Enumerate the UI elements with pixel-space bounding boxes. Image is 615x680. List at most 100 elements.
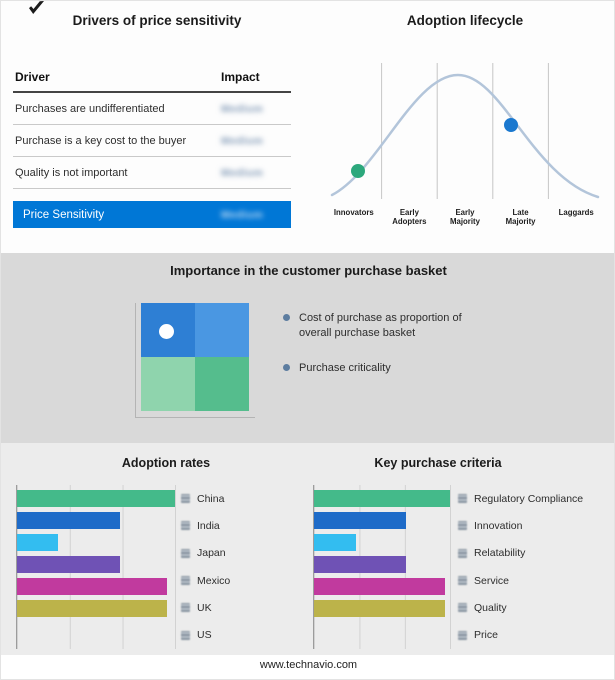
impact-value-redacted: Medium xyxy=(221,166,264,179)
bar-japan xyxy=(17,534,59,551)
bar-price xyxy=(314,600,445,617)
bar-row xyxy=(17,534,175,551)
stage-label: Innovators xyxy=(333,208,374,217)
website-link[interactable]: www.technavio.com xyxy=(259,659,358,671)
bar-row xyxy=(314,600,450,617)
impact-value-redacted: Medium xyxy=(221,208,264,221)
adoption-lifecycle-chart xyxy=(330,63,600,199)
early-stage-marker-dot xyxy=(351,164,365,178)
bullet-icon xyxy=(283,314,290,321)
quadrant-y-axis xyxy=(135,303,136,418)
key-purchase-criteria-plot xyxy=(313,485,451,649)
legend-marker-icon xyxy=(181,576,190,586)
adoption-rates-legend: China India Japan Mexico UK US xyxy=(181,485,230,649)
quadrant-x-axis xyxy=(135,417,255,418)
legend-marker-icon xyxy=(458,494,467,504)
impact-value-redacted: Medium xyxy=(221,102,264,115)
bar-regulatory-compliance xyxy=(314,490,450,507)
legend-label: India xyxy=(197,519,220,532)
legend-marker-icon xyxy=(458,521,467,531)
quadrant-top-right xyxy=(195,303,249,357)
legend-marker-icon xyxy=(458,576,467,586)
basket-panel-title: Importance in the customer purchase bask… xyxy=(170,263,447,278)
footer: www.technavio.com xyxy=(1,659,614,671)
bell-curve xyxy=(330,73,600,199)
basket-bullet-list: Cost of purchase as proportion of overal… xyxy=(283,311,508,376)
purchase-basket-quadrant xyxy=(141,303,249,411)
bar-china xyxy=(17,490,175,507)
legend-item: Japan xyxy=(181,540,230,567)
quadrant-bottom-left xyxy=(141,357,195,411)
key-purchase-criteria-legend: Regulatory Compliance Innovation Relatabil… xyxy=(458,485,583,649)
driver-cell: Purchases are undifferentiated xyxy=(15,102,165,115)
stage-label: Laggards xyxy=(558,208,594,217)
bar-row xyxy=(314,490,450,507)
lifecycle-stage-labels: Innovators Early Adopters Early Majority… xyxy=(326,208,604,227)
legend-marker-icon xyxy=(458,603,467,613)
late-stage-marker-dot xyxy=(504,118,518,132)
bar-row xyxy=(314,512,450,529)
legend-item: Service xyxy=(458,567,583,594)
legend-marker-icon xyxy=(181,603,190,613)
legend-label: US xyxy=(197,629,212,642)
legend-label: Service xyxy=(474,574,510,587)
bar-service xyxy=(314,556,407,573)
bar-row xyxy=(17,512,175,529)
bar-quality xyxy=(314,578,445,595)
impact-column-header: Impact xyxy=(221,70,260,84)
table-row: Quality is not important Medium xyxy=(13,157,291,189)
bar-row xyxy=(17,578,175,595)
legend-marker-icon xyxy=(181,548,190,558)
legend-item: China xyxy=(181,485,230,512)
adoption-rates-title: Adoption rates xyxy=(121,456,211,470)
bar-row xyxy=(314,556,450,573)
bar-row xyxy=(17,600,175,617)
driver-cell: Purchase is a key cost to the buyer xyxy=(15,134,187,147)
bar-row xyxy=(17,556,175,573)
legend-marker-icon xyxy=(181,494,190,504)
legend-marker-icon xyxy=(458,548,467,558)
lifecycle-panel-title: Adoption lifecycle xyxy=(406,13,524,28)
key-purchase-criteria-title: Key purchase criteria xyxy=(374,456,502,470)
legend-item: Regulatory Compliance xyxy=(458,485,583,512)
quadrant-top-left xyxy=(141,303,195,357)
bar-mexico xyxy=(17,556,120,573)
bar-us xyxy=(17,600,168,617)
middle-band-background xyxy=(1,253,614,443)
quadrant-bottom-right xyxy=(195,357,249,411)
legend-label: Regulatory Compliance xyxy=(474,492,584,505)
table-header-row: Driver Impact xyxy=(13,63,291,93)
table-row: Purchase is a key cost to the buyer Medi… xyxy=(13,125,291,157)
bullet-item: Cost of purchase as proportion of overal… xyxy=(283,311,508,341)
bullet-text: Cost of purchase as proportion of overal… xyxy=(299,312,462,339)
legend-marker-icon xyxy=(181,630,190,640)
legend-item: Quality xyxy=(458,594,583,621)
stage-label: Early Adopters xyxy=(392,208,427,227)
position-dot xyxy=(159,324,174,339)
bar-row xyxy=(314,578,450,595)
legend-label: Japan xyxy=(197,547,226,560)
legend-label: China xyxy=(197,492,225,505)
driver-column-header: Driver xyxy=(15,70,50,84)
bullet-text: Purchase criticality xyxy=(299,361,391,374)
legend-item: Innovation xyxy=(458,512,583,539)
legend-item: Mexico xyxy=(181,567,230,594)
legend-item: US xyxy=(181,621,230,648)
legend-label: Quality xyxy=(474,601,507,614)
adoption-rates-plot xyxy=(16,485,176,649)
legend-label: Price xyxy=(474,629,498,642)
bar-india xyxy=(17,512,120,529)
legend-marker-icon xyxy=(458,630,467,640)
bar-uk xyxy=(17,578,168,595)
price-sensitivity-highlight-row: Price Sensitivity Medium xyxy=(13,201,291,228)
drivers-panel-title: Drivers of price sensitivity xyxy=(72,13,242,28)
legend-item: India xyxy=(181,512,230,539)
highlight-row-label: Price Sensitivity xyxy=(23,208,105,221)
legend-label: Relatability xyxy=(474,547,526,560)
bar-row xyxy=(17,490,175,507)
bullet-item: Purchase criticality xyxy=(283,361,508,376)
stage-label: Late Majority xyxy=(505,208,536,227)
bar-row xyxy=(314,534,450,551)
driver-cell: Quality is not important xyxy=(15,166,128,179)
